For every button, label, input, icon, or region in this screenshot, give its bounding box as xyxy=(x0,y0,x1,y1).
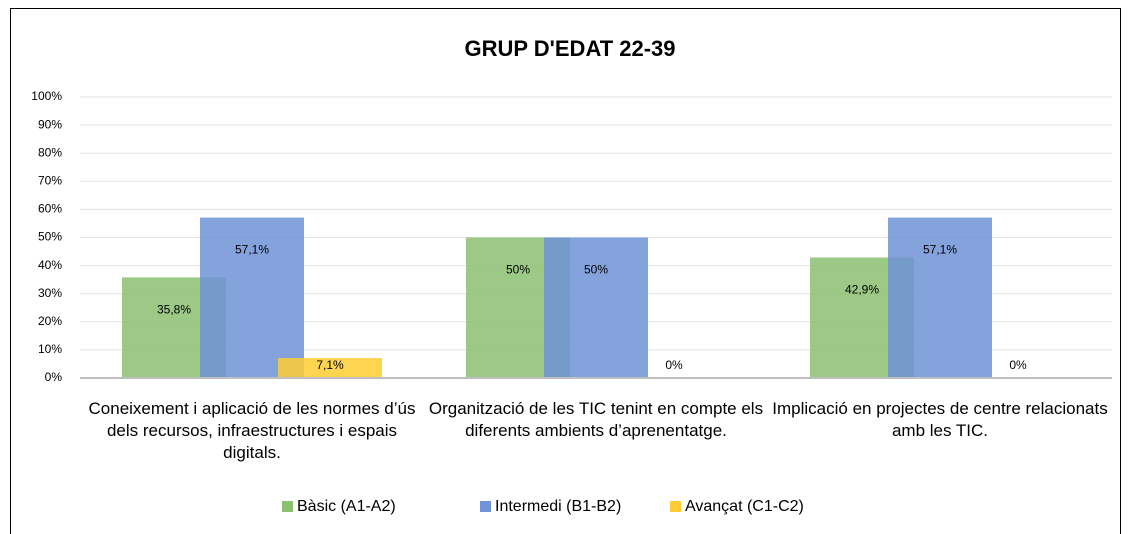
bar xyxy=(888,217,992,378)
bar xyxy=(544,237,648,378)
legend-label: Bàsic (A1-A2) xyxy=(297,498,396,515)
x-tick-label: Implicació en projectes de centre relaci… xyxy=(772,399,1108,440)
legend-label: Intermedi (B1-B2) xyxy=(495,498,621,515)
x-tick-label-box: Organització de les TIC tenint en compte… xyxy=(428,399,764,440)
data-label: 0% xyxy=(1009,358,1027,372)
legend-swatch xyxy=(480,501,491,512)
y-tick-label: 90% xyxy=(38,117,62,131)
legend-swatch xyxy=(670,501,681,512)
legend-label: Avançat (C1-C2) xyxy=(685,498,804,515)
data-label: 42,9% xyxy=(845,283,879,297)
y-tick-label: 70% xyxy=(38,173,62,187)
data-label: 35,8% xyxy=(157,303,191,317)
y-tick-label: 60% xyxy=(38,202,62,216)
x-tick-label: Organització de les TIC tenint en compte… xyxy=(428,399,764,440)
y-tick-label: 40% xyxy=(38,258,62,272)
data-label: 50% xyxy=(584,263,608,277)
y-tick-label: 0% xyxy=(45,370,63,384)
data-label: 50% xyxy=(506,263,530,277)
y-tick-label: 30% xyxy=(38,286,62,300)
legend-swatch xyxy=(282,501,293,512)
y-tick-label: 50% xyxy=(38,230,62,244)
chart-title: GRUP D'EDAT 22-39 xyxy=(464,36,675,61)
x-tick-label-box: Implicació en projectes de centre relaci… xyxy=(772,399,1108,440)
y-tick-label: 10% xyxy=(38,342,62,356)
x-tick-label: Coneixement i aplicació de les normes d’… xyxy=(88,399,416,462)
data-label: 7,1% xyxy=(316,358,344,372)
y-tick-label: 100% xyxy=(31,89,62,103)
data-label: 0% xyxy=(665,358,683,372)
y-tick-label: 20% xyxy=(38,314,62,328)
bar xyxy=(278,358,382,378)
bar xyxy=(200,217,304,378)
y-tick-label: 80% xyxy=(38,145,62,159)
data-label: 57,1% xyxy=(923,243,957,257)
x-tick-label-box: Coneixement i aplicació de les normes d’… xyxy=(88,399,416,462)
data-label: 57,1% xyxy=(235,243,269,257)
